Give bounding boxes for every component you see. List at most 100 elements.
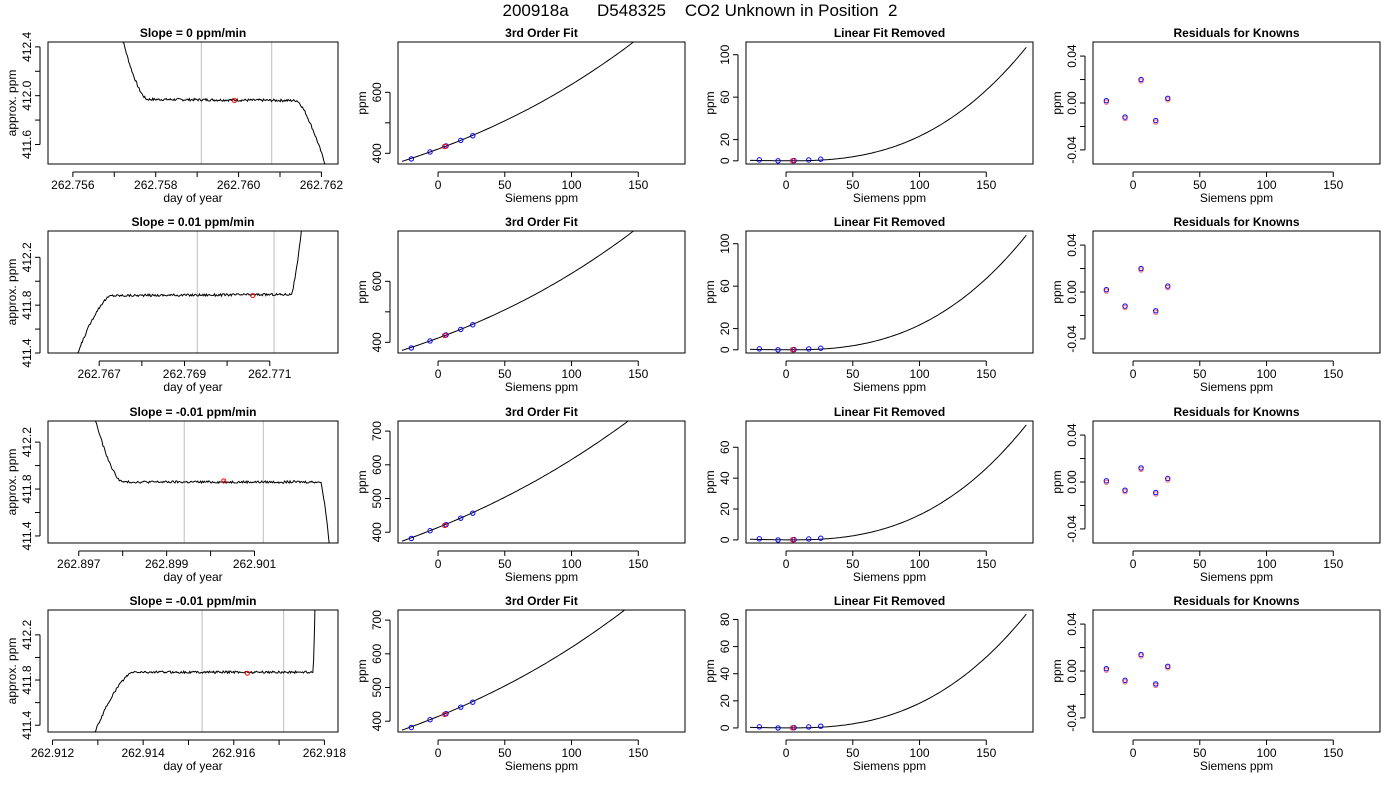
plot-area xyxy=(401,610,626,731)
curve-line xyxy=(750,234,1027,351)
known-point xyxy=(775,347,781,353)
plot-area xyxy=(750,613,1027,731)
plot-area xyxy=(401,421,630,542)
panel-title: Residuals for Knowns xyxy=(1173,26,1299,40)
known-point xyxy=(756,346,763,352)
residual-point xyxy=(1138,76,1144,83)
x-tick-label: 150 xyxy=(628,178,648,192)
x-tick-label: 100 xyxy=(562,557,582,571)
panel-frame xyxy=(397,41,686,165)
y-tick-label: 411.4 xyxy=(20,521,34,550)
panel-frame xyxy=(745,420,1034,544)
panel-r4-c4: Residuals for Knowns 0 50 100 150 -0.04 0.00 0.… xyxy=(1050,594,1381,773)
trace-line xyxy=(94,421,330,543)
y-axis-label: approx. ppm xyxy=(5,638,19,705)
y-tick-label: -0.04 xyxy=(1065,136,1079,164)
x-axis-label: Siemens ppm xyxy=(853,191,926,205)
x-tick-label: 100 xyxy=(562,367,582,381)
panel-title: Linear Fit Removed xyxy=(834,215,945,229)
x-tick-label: 262.912 xyxy=(31,746,75,760)
x-tick-label: 50 xyxy=(846,746,860,760)
known-point xyxy=(427,338,433,344)
x-tick-label: 100 xyxy=(910,178,930,192)
residual-point xyxy=(1122,677,1128,684)
y-tick-label: 0.04 xyxy=(1065,44,1079,68)
y-tick-label: 411.8 xyxy=(20,474,34,503)
y-axis-label: ppm xyxy=(1050,280,1064,303)
plot-area xyxy=(1103,651,1171,689)
x-tick-label: 0 xyxy=(1130,557,1137,571)
y-tick-label: 412.2 xyxy=(20,242,34,272)
known-point xyxy=(458,515,464,521)
y-tick-label: 20 xyxy=(718,133,732,147)
residual-point xyxy=(1103,286,1110,293)
x-tick-label: 0 xyxy=(435,178,442,192)
plot-area xyxy=(77,231,302,353)
known-point xyxy=(470,322,476,328)
residual-point xyxy=(1165,95,1171,102)
x-tick-label: 50 xyxy=(498,178,512,192)
x-tick-label: 0 xyxy=(783,557,790,571)
panel-r1-c4: Residuals for Knowns 0 50 100 150 -0.04 0.00 0.… xyxy=(1050,26,1381,205)
known-point xyxy=(806,346,812,352)
panel-title: 3rd Order Fit xyxy=(505,405,578,419)
y-tick-label: 100 xyxy=(718,233,732,253)
y-tick-label: 411.6 xyxy=(20,130,34,159)
panel-frame xyxy=(1092,609,1381,733)
known-point xyxy=(427,149,433,155)
x-tick-label: 100 xyxy=(1257,746,1277,760)
panel-frame xyxy=(1092,230,1381,354)
panel-title: Linear Fit Removed xyxy=(834,26,945,40)
panel-title: Residuals for Knowns xyxy=(1173,594,1299,608)
y-tick-label: -0.04 xyxy=(1065,704,1079,732)
x-axis-label: Siemens ppm xyxy=(1200,191,1273,205)
curve-line xyxy=(750,613,1027,729)
trace-line xyxy=(122,42,326,164)
x-tick-label: 100 xyxy=(910,367,930,381)
residual-point xyxy=(1122,487,1128,493)
x-tick-label: 150 xyxy=(976,178,996,192)
panel-r3-c2: 3rd Order Fit 0 50 100 150 400 500 600 700 Siemen… xyxy=(355,405,686,584)
y-axis-label: ppm xyxy=(703,91,717,114)
x-tick-label: 0 xyxy=(783,746,790,760)
y-axis-label: ppm xyxy=(1050,659,1064,682)
residual-point xyxy=(1153,117,1159,124)
plot-area xyxy=(94,421,330,543)
y-tick-label: 500 xyxy=(370,677,384,697)
panel-title: Slope = 0.01 ppm/min xyxy=(131,215,254,229)
y-tick-label: 400 xyxy=(370,522,384,542)
panel-frame xyxy=(47,41,339,165)
known-point xyxy=(408,156,415,162)
plot-area xyxy=(1103,265,1171,315)
x-axis-label: Siemens ppm xyxy=(853,380,926,394)
x-tick-label: 100 xyxy=(1257,178,1277,192)
x-tick-label: 0 xyxy=(1130,746,1137,760)
plot-area xyxy=(94,610,316,732)
residual-point-shadow xyxy=(1165,285,1171,291)
x-tick-label: 0 xyxy=(1130,367,1137,381)
x-axis-label: Siemens ppm xyxy=(505,759,578,773)
x-tick-label: 150 xyxy=(628,367,648,381)
panel-r2-c4: Residuals for Knowns 0 50 100 150 -0.04 0.00 0.… xyxy=(1050,215,1381,394)
x-tick-label: 150 xyxy=(976,367,996,381)
page-title: 200918a D548325 CO2 Unknown in Position … xyxy=(502,1,898,20)
y-tick-label: 100 xyxy=(718,44,732,64)
panel-frame xyxy=(1092,41,1381,165)
known-point xyxy=(756,536,763,542)
y-axis-label: ppm xyxy=(703,280,717,303)
y-tick-label: 0.00 xyxy=(1065,280,1079,304)
x-tick-label: 262.897 xyxy=(57,557,101,571)
panel-frame xyxy=(745,609,1034,733)
residual-point-shadow xyxy=(1165,665,1171,671)
x-tick-label: 50 xyxy=(1193,178,1207,192)
x-tick-label: 262.771 xyxy=(248,367,292,381)
x-axis-label: Siemens ppm xyxy=(505,570,578,584)
y-tick-label: 0.00 xyxy=(1065,470,1079,494)
y-axis-label: ppm xyxy=(1050,470,1064,493)
y-tick-label: 60 xyxy=(718,440,732,454)
residual-point xyxy=(1138,265,1144,272)
y-tick-label: 411.4 xyxy=(20,338,34,367)
x-axis-label: Siemens ppm xyxy=(505,191,578,205)
y-tick-label: 600 xyxy=(370,643,384,663)
